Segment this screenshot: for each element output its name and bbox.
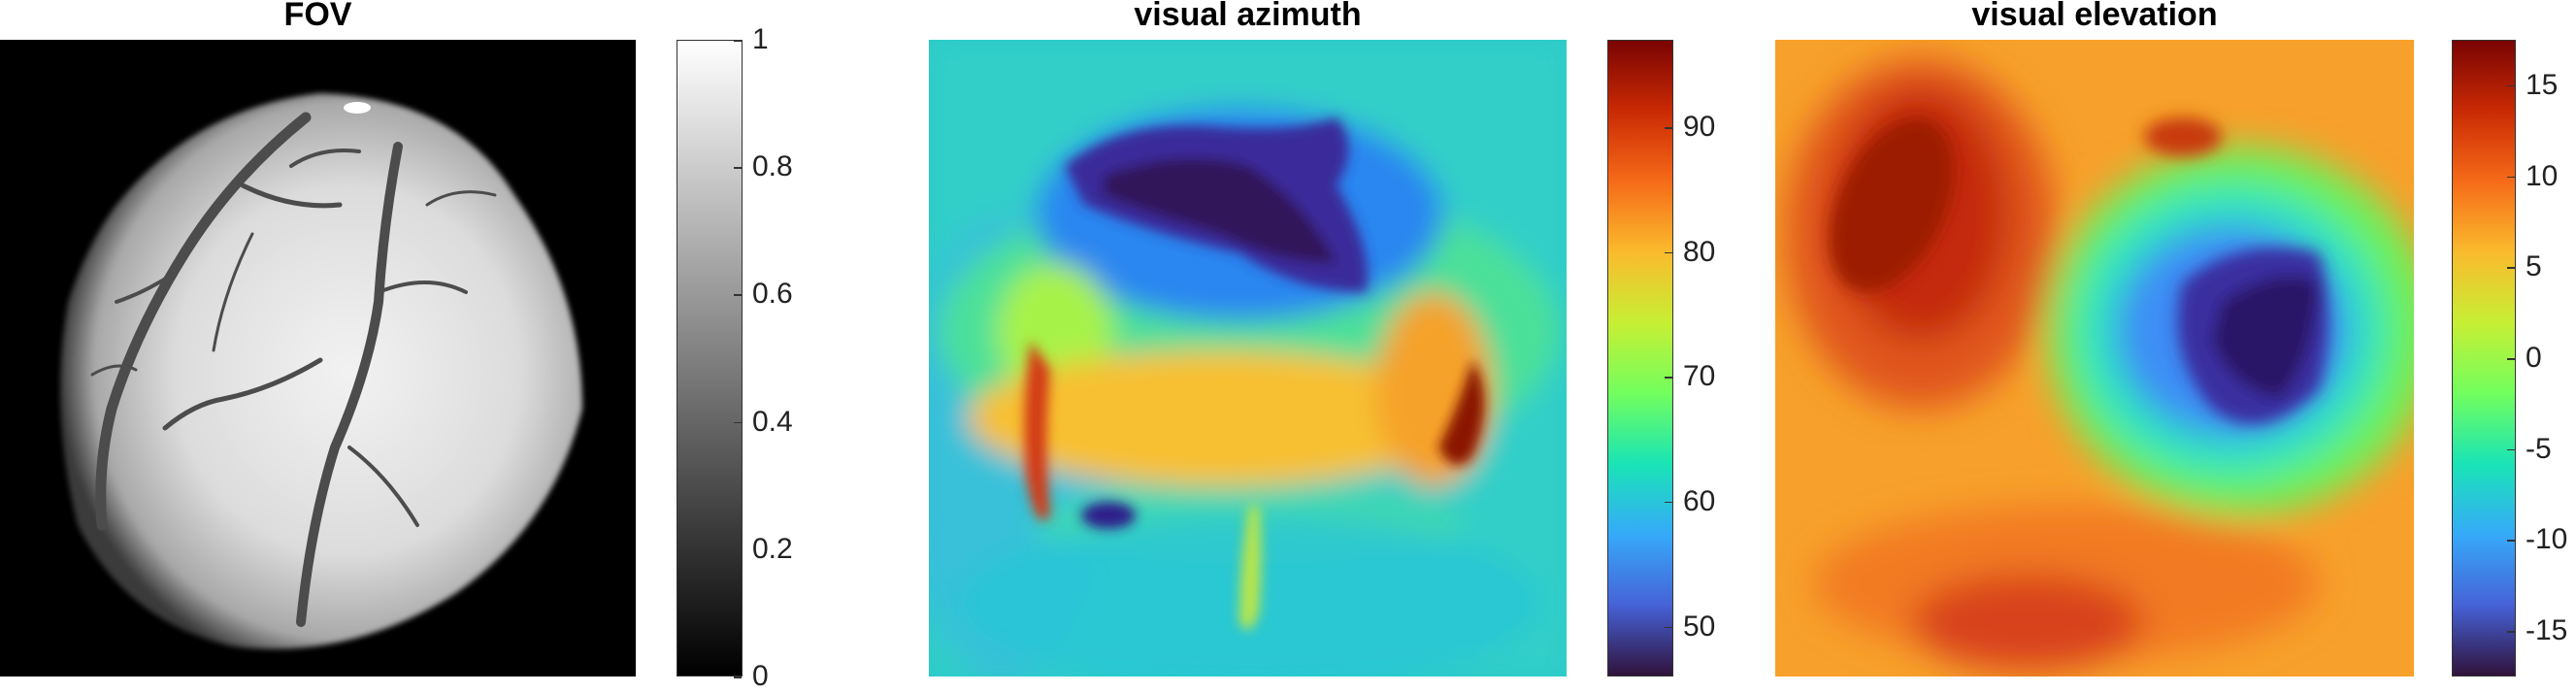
azimuth-title: visual azimuth [1134, 0, 1362, 33]
colorbar-tick-mark [1665, 626, 1672, 629]
colorbar-tick-mark [2507, 358, 2515, 360]
colorbar-tick-label: -5 [2526, 432, 2552, 465]
colorbar-tick-label: 0.6 [752, 278, 793, 311]
azimuth-map [929, 40, 1567, 676]
colorbar-tick-mark [2507, 176, 2515, 179]
colorbar-tick-label: 0.8 [752, 150, 793, 183]
colorbar-tick-mark [2507, 448, 2515, 451]
colorbar-tick-mark [734, 421, 742, 424]
colorbar-tick-label: 0.2 [752, 532, 793, 565]
colorbar-tick-label: 0 [752, 660, 769, 692]
colorbar-tick-label: 10 [2526, 159, 2559, 192]
colorbar-tick-mark [734, 40, 742, 42]
colorbar-tick-label: 60 [1683, 484, 1716, 517]
colorbar-tick-mark [734, 676, 742, 678]
colorbar-tick-label: 50 [1683, 610, 1716, 643]
colorbar-tick-label: 5 [2526, 250, 2542, 283]
colorbar-tick-label: 15 [2526, 68, 2559, 101]
elevation-colorbar [2452, 40, 2516, 676]
elevation-title: visual elevation [1971, 0, 2218, 33]
colorbar-tick-mark [2507, 631, 2515, 633]
colorbar-tick-label: 0.4 [752, 405, 793, 438]
colorbar-tick-mark [734, 294, 742, 296]
colorbar-tick-mark [2507, 267, 2515, 269]
colorbar-tick-label: -10 [2526, 523, 2568, 556]
colorbar-tick-label: 90 [1683, 111, 1716, 144]
colorbar-tick-mark [734, 167, 742, 169]
colorbar-tick-mark [1665, 251, 1672, 254]
fov-title: FOV [283, 0, 352, 33]
colorbar-tick-mark [1665, 127, 1672, 129]
colorbar-tick-mark [734, 548, 742, 551]
colorbar-tick-label: -15 [2526, 614, 2568, 647]
colorbar-tick-mark [2507, 84, 2515, 87]
azimuth-colorbar [1607, 40, 1673, 676]
colorbar-tick-mark [1665, 377, 1672, 379]
colorbar-tick-mark [2507, 540, 2515, 542]
colorbar-tick-label: 1 [752, 23, 769, 55]
colorbar-tick-label: 70 [1683, 360, 1716, 393]
fov-image [0, 40, 636, 676]
fov-colorbar [677, 40, 743, 676]
colorbar-tick-label: 0 [2526, 342, 2542, 374]
colorbar-tick-label: 80 [1683, 235, 1716, 268]
colorbar-tick-mark [1665, 501, 1672, 504]
elevation-map [1775, 40, 2414, 676]
